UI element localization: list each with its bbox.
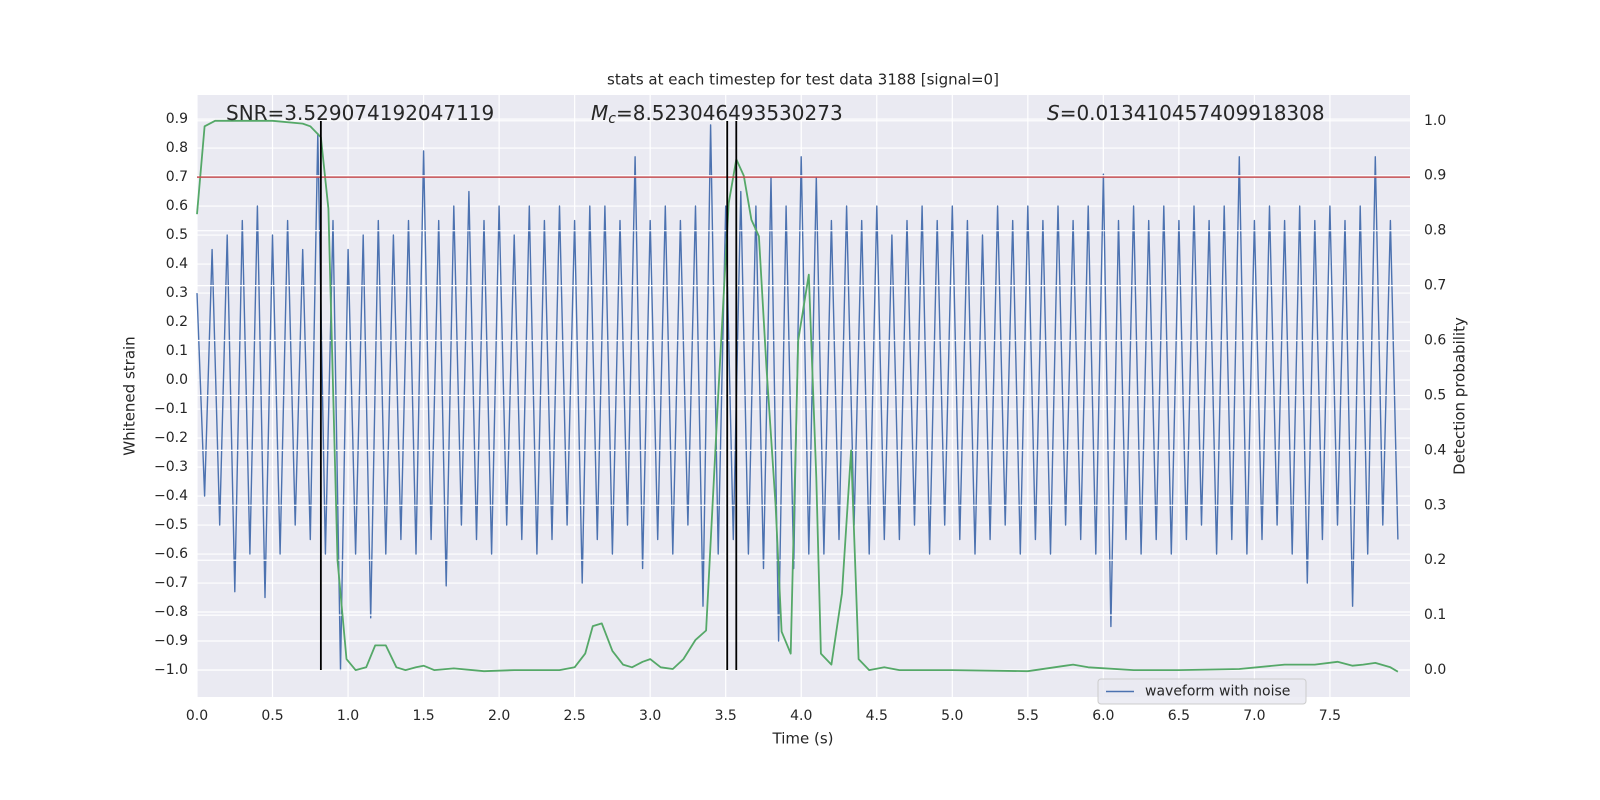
x-tick-label: 5.5 (1017, 708, 1039, 724)
y2-tick-label: 0.7 (1424, 278, 1446, 294)
series-line (196, 119, 1399, 673)
y-tick-label: −0.6 (154, 546, 188, 562)
y2-tick-label: 0.2 (1424, 552, 1446, 568)
y2-tick-label: 0.4 (1424, 442, 1446, 458)
y2-tick-label: 0.1 (1424, 607, 1446, 623)
annotation: SNR=3.529074192047119 (226, 101, 494, 125)
x-tick-label: 4.5 (866, 708, 888, 724)
x-tick-label: 0.5 (261, 708, 283, 724)
x-tick-label: 0.0 (186, 708, 208, 724)
y-tick-label: 0.2 (166, 314, 188, 330)
annotation-symbol: S (1047, 101, 1060, 125)
x-tick-label: 6.0 (1092, 708, 1114, 724)
y-tick-label: −0.4 (154, 488, 188, 504)
y2-axis-label: Detection probability (1451, 317, 1469, 475)
x-tick-label: 6.5 (1168, 708, 1190, 724)
x-tick-label: 3.0 (639, 708, 661, 724)
y-tick-label: −0.3 (154, 459, 188, 475)
x-tick-label: 4.0 (790, 708, 812, 724)
annotation-symbol: M (591, 101, 608, 125)
x-tick-label: 2.5 (564, 708, 586, 724)
y-tick-label: 0.9 (166, 111, 188, 127)
y-axis-label: Whitened strain (121, 336, 139, 455)
y2-tick-label: 0.5 (1424, 387, 1446, 403)
x-tick-label: 1.0 (337, 708, 359, 724)
x-axis-label: Time (s) (772, 730, 834, 748)
y-tick-label: 0.1 (166, 343, 188, 359)
y-tick-label: 0.5 (166, 227, 188, 243)
annotation: Mc=8.523046493530273 (591, 101, 843, 128)
y2-tick-label: 0.9 (1424, 168, 1446, 184)
chart-title: stats at each timestep for test data 318… (607, 71, 999, 89)
x-tick-label: 1.5 (412, 708, 434, 724)
y-tick-label: −0.7 (154, 575, 188, 591)
x-tick-label: 3.5 (715, 708, 737, 724)
y2-tick-label: 1.0 (1424, 113, 1446, 129)
legend-box (1097, 678, 1307, 705)
legend: waveform with noise (1097, 678, 1307, 705)
y-tick-label: −1.0 (154, 662, 188, 678)
overlay-layer: SNR=3.529074192047119 Mc=8.52304649353027… (196, 101, 1410, 705)
y-tick-label: −0.8 (154, 604, 188, 620)
y-tick-label: 0.0 (166, 372, 188, 388)
y-tick-label: −0.5 (154, 517, 188, 533)
y-tick-label: −0.9 (154, 633, 188, 649)
y-tick-label: 0.4 (166, 256, 188, 272)
y2-tick-label: 0.3 (1424, 497, 1446, 513)
x-tick-label: 7.0 (1243, 708, 1265, 724)
annotation-text: SNR=3.529074192047119 (226, 101, 494, 125)
x-tick-label: 7.5 (1319, 708, 1341, 724)
y-tick-label: 0.8 (166, 140, 188, 156)
x-tick-label: 2.0 (488, 708, 510, 724)
y-tick-label: −0.1 (154, 401, 188, 417)
annotation-text: =8.523046493530273 (616, 101, 843, 125)
legend-label: waveform with noise (1145, 684, 1290, 700)
y2-tick-label: 0.8 (1424, 223, 1446, 239)
annotation-text: =0.013410457409918308 (1060, 101, 1325, 125)
y-tick-label: 0.7 (166, 169, 188, 185)
y2-tick-label: 0.0 (1424, 662, 1446, 678)
y-tick-label: 0.6 (166, 198, 188, 214)
y-tick-label: 0.3 (166, 285, 188, 301)
annotation: S=0.013410457409918308 (1047, 101, 1325, 125)
x-tick-label: 5.0 (941, 708, 963, 724)
annotation-subscript: c (608, 111, 616, 127)
y2-tick-label: 0.6 (1424, 333, 1446, 349)
y-tick-label: −0.2 (154, 430, 188, 446)
